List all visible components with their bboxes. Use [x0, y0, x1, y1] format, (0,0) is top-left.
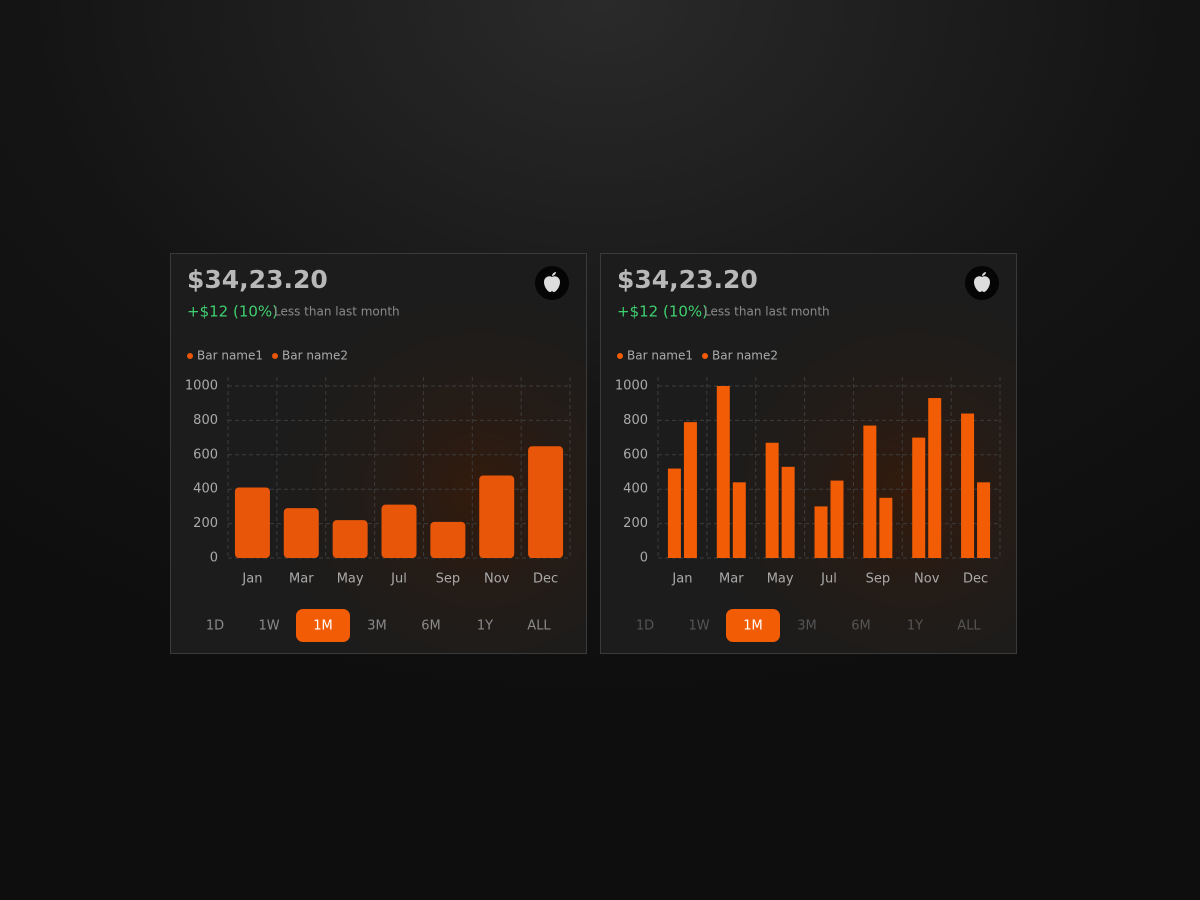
range-label[interactable]: 1W [688, 619, 709, 634]
range-label[interactable]: 1W [258, 619, 279, 634]
y-tick-label: 800 [193, 413, 218, 428]
x-tick-label: Jul [390, 572, 407, 587]
bar [430, 521, 466, 558]
change-note: Less than last month [274, 305, 400, 319]
bar [928, 398, 942, 558]
x-tick-label: Mar [289, 572, 314, 587]
range-label[interactable]: 3M [797, 619, 817, 634]
range-label[interactable]: 1Y [477, 619, 493, 634]
x-tick-label: Mar [719, 572, 744, 587]
change: +$12 (10%) [187, 303, 278, 321]
legend-label: Bar name1 [197, 349, 263, 363]
x-tick-label: Dec [963, 572, 988, 587]
range-label[interactable]: 1Y [907, 619, 923, 634]
y-tick-label: 1000 [185, 379, 218, 394]
range-button-active[interactable] [726, 609, 780, 642]
y-tick-label: 600 [193, 447, 218, 462]
legend-dot [272, 353, 278, 359]
y-tick-label: 400 [623, 482, 648, 497]
change: +$12 (10%) [617, 303, 708, 321]
y-tick-label: 400 [193, 482, 218, 497]
x-tick-label: Jul [820, 572, 837, 587]
bar [879, 497, 893, 558]
apple-logo [544, 272, 560, 292]
bar [863, 425, 877, 558]
legend-label: Bar name1 [627, 349, 693, 363]
range-label[interactable]: 6M [851, 619, 871, 634]
legend-label: Bar name2 [712, 349, 778, 363]
bar [332, 520, 368, 558]
bar [781, 466, 795, 558]
range-label[interactable]: ALL [957, 619, 981, 634]
range-label[interactable]: 3M [367, 619, 387, 634]
y-tick-label: 600 [623, 447, 648, 462]
range-label[interactable]: 1D [206, 619, 224, 634]
y-tick-label: 1000 [615, 379, 648, 394]
bar [528, 446, 564, 558]
range-label-active[interactable]: 1M [743, 619, 763, 634]
bar [830, 480, 844, 558]
range-button-active[interactable] [296, 609, 350, 642]
bar [814, 506, 828, 558]
price: $34,23.20 [187, 265, 328, 294]
bar [479, 475, 515, 558]
bar [961, 413, 975, 558]
range-label[interactable]: 1D [636, 619, 654, 634]
x-tick-label: Nov [914, 572, 940, 587]
card-glow [601, 254, 1016, 653]
y-tick-label: 800 [623, 413, 648, 428]
legend-label: Bar name2 [282, 349, 348, 363]
x-tick-label: Nov [484, 572, 510, 587]
bar [234, 487, 270, 558]
range-label[interactable]: ALL [527, 619, 551, 634]
x-tick-label: Sep [866, 572, 891, 587]
card-glow [171, 254, 586, 653]
apple-logo [974, 272, 990, 292]
bar [283, 508, 319, 558]
bar [716, 386, 730, 558]
y-tick-label: 200 [623, 516, 648, 531]
y-tick-label: 0 [640, 551, 648, 566]
bar [683, 422, 697, 558]
range-label[interactable]: 6M [421, 619, 441, 634]
y-tick-label: 200 [193, 516, 218, 531]
bar [667, 468, 681, 558]
legend-dot [187, 353, 193, 359]
range-label-active[interactable]: 1M [313, 619, 333, 634]
legend-dot [617, 353, 623, 359]
x-tick-label: Jan [671, 572, 692, 587]
bar [765, 442, 779, 558]
x-tick-label: Sep [436, 572, 461, 587]
x-tick-label: May [337, 572, 364, 587]
x-tick-label: May [767, 572, 794, 587]
bar [732, 482, 746, 558]
x-tick-label: Jan [241, 572, 262, 587]
bar [912, 437, 926, 558]
bar [381, 504, 417, 558]
bar [977, 482, 991, 558]
change-note: Less than last month [704, 305, 830, 319]
legend-dot [702, 353, 708, 359]
price: $34,23.20 [617, 265, 758, 294]
x-tick-label: Dec [533, 572, 558, 587]
y-tick-label: 0 [210, 551, 218, 566]
